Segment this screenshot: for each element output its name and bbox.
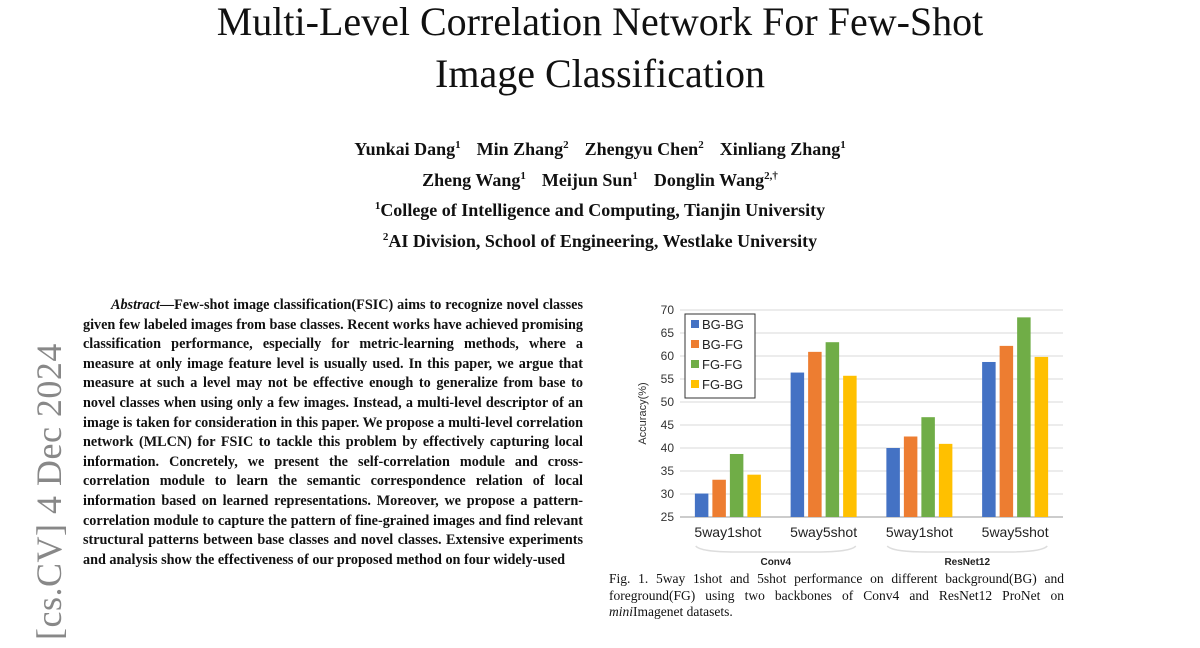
author-name: Zheng Wang1: [422, 169, 526, 190]
legend-swatch: [691, 340, 699, 348]
bar-bg-fg-3: [999, 345, 1014, 517]
bar-bg-bg-3: [982, 361, 996, 517]
author-name: Yunkai Dang1: [354, 139, 461, 159]
group-brace: [695, 545, 857, 553]
figure-caption: Fig. 1. 5way 1shot and 5shot performance…: [609, 571, 1064, 619]
bar-chart: 25 30 35 40 45 50 55 60 65 70 Accuracy(%) 5way1shot…: [637, 303, 1063, 568]
legend-label: BG-BG: [702, 317, 744, 332]
title-line-1: Multi-Level Correlation Network For Few-…: [216, 0, 984, 44]
bar-bg-fg-1: [808, 351, 822, 517]
author-block: Yunkai Dang1 Min Zhang2 Zhengyu Chen2 Xinli…: [0, 132, 1200, 254]
x-tick-label: 5way1shot: [886, 524, 953, 540]
paper-title: Multi-Level Correlation Network For Few-…: [0, 0, 1200, 100]
bar-bg-fg-0: [712, 479, 726, 517]
authors-line-1: Yunkai Dang1 Min Zhang2 Zhengyu Chen2 Xinli…: [0, 132, 1200, 163]
bar-fg-fg-2: [921, 417, 935, 517]
group-label: Conv4: [760, 557, 791, 568]
abstract-text: —Few-shot image classification(FSIC) aim…: [83, 297, 583, 568]
y-tick-label: 25: [661, 510, 675, 524]
y-tick-label: 45: [661, 418, 675, 432]
title-line-2: Image Classification: [435, 51, 765, 96]
x-tick-label: 5way5shot: [982, 524, 1049, 540]
legend-label: FG-BG: [702, 377, 743, 392]
arxiv-stamp: [cs.CV] 4 Dec 2024: [29, 343, 69, 640]
y-tick-label: 55: [661, 372, 675, 386]
legend-swatch: [691, 360, 699, 368]
bar-fg-fg-1: [825, 342, 840, 517]
legend-label: BG-FG: [702, 337, 743, 352]
legend-label: FG-FG: [702, 357, 742, 372]
y-tick-label: 30: [661, 487, 675, 501]
y-tick-label: 50: [661, 395, 675, 409]
y-tick-label: 40: [661, 441, 675, 455]
group-label: ResNet12: [944, 557, 990, 568]
author-name: Min Zhang2: [476, 139, 569, 159]
bar-bg-bg-2: [886, 448, 900, 517]
author-name: Zhengyu Chen2: [584, 139, 704, 159]
y-tick-label: 70: [661, 303, 675, 317]
group-brace: [886, 545, 1048, 553]
y-axis-label: Accuracy(%): [637, 382, 649, 444]
bar-bg-fg-2: [903, 436, 918, 517]
author-name: Donglin Wang2,†: [653, 169, 778, 190]
bar-fg-fg-0: [729, 453, 744, 517]
abstract: Abstract—Few-shot image classification(F…: [83, 296, 583, 570]
author-name: Meijun Sun1: [541, 169, 638, 190]
y-tick-label: 60: [661, 349, 675, 363]
x-tick-label: 5way5shot: [790, 524, 857, 540]
bar-fg-bg-1: [843, 375, 857, 517]
bar-bg-bg-1: [790, 372, 805, 517]
legend-swatch: [691, 380, 699, 388]
y-tick-label: 35: [661, 464, 675, 478]
abstract-label: Abstract: [111, 297, 160, 313]
bar-fg-bg-0: [747, 474, 761, 517]
affiliation-2: 2AI Division, School of Engineering, Wes…: [382, 230, 818, 251]
affiliation-1: 1College of Intelligence and Computing, …: [374, 200, 826, 220]
authors-line-2: Zheng Wang1 Meijun Sun1 Donglin Wang2,†: [0, 163, 1200, 194]
author-name: Xinliang Zhang1: [719, 139, 846, 159]
x-tick-label: 5way1shot: [694, 524, 761, 540]
y-tick-label: 65: [661, 326, 675, 340]
bar-fg-fg-3: [1017, 317, 1031, 517]
bar-fg-bg-3: [1034, 356, 1049, 517]
legend-swatch: [691, 320, 699, 328]
bar-fg-bg-2: [938, 443, 953, 517]
bar-bg-bg-0: [694, 493, 709, 517]
